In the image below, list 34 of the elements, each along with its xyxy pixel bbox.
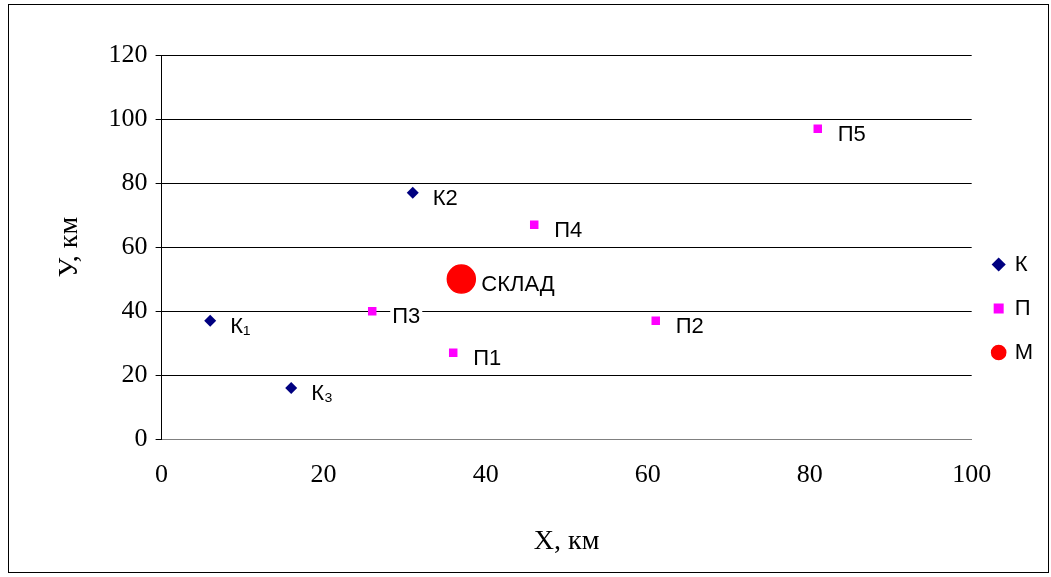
annotation: П5 <box>837 120 866 146</box>
point <box>446 264 477 294</box>
annotation: К₃ <box>311 380 333 406</box>
point <box>529 220 539 229</box>
annotation: П3 <box>392 303 421 329</box>
y-tick-label: 100 <box>108 102 148 132</box>
y-tick-label: 80 <box>121 166 148 196</box>
x-tick-label: 80 <box>796 458 823 488</box>
legend-label: М <box>1014 338 1033 364</box>
x-tick-label: 40 <box>472 458 499 488</box>
annotation: П1 <box>473 344 502 370</box>
annotation: П2 <box>675 312 704 338</box>
y-tick-label: 20 <box>121 358 148 388</box>
y-tick-label: 60 <box>121 230 148 260</box>
legend-label: К <box>1014 250 1028 276</box>
annotation: К2 <box>432 184 458 210</box>
point <box>204 314 217 327</box>
y-tick-label: 120 <box>108 38 148 68</box>
annotation: СКЛАД <box>481 271 555 297</box>
point <box>406 186 419 199</box>
x-axis-title: X, км <box>533 523 600 555</box>
point <box>285 381 298 394</box>
annotation: П4 <box>554 216 583 242</box>
y-tick-label: 40 <box>121 294 148 324</box>
x-tick-label: 60 <box>634 458 661 488</box>
y-tick-label: 0 <box>134 423 148 453</box>
x-tick-label: 20 <box>310 458 337 488</box>
y-axis-title: У, км <box>52 216 84 278</box>
point <box>813 124 822 133</box>
legend-label: П <box>1014 294 1031 320</box>
x-tick-label: 0 <box>155 458 169 488</box>
x-tick-label: 100 <box>952 458 992 488</box>
annotation: К₁ <box>230 312 251 338</box>
point <box>651 316 660 325</box>
